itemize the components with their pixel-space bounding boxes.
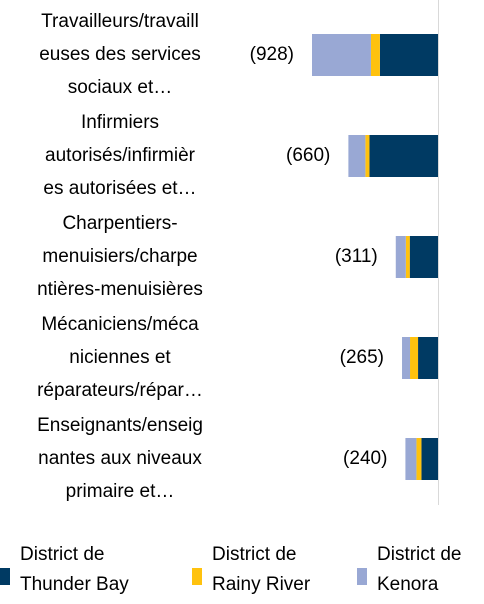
- category-label: niciennes et: [69, 347, 171, 368]
- bar-segment: [402, 337, 411, 379]
- category-label: menuisiers/charpe: [42, 246, 197, 267]
- bar-segment: [409, 236, 438, 278]
- bar-segment: [370, 34, 380, 76]
- bar-segment: [312, 34, 371, 76]
- category-label: primaire et…: [66, 481, 175, 502]
- category-label: réparateurs/répar…: [37, 380, 203, 401]
- category-label: Mécaniciens/méca: [41, 314, 199, 335]
- bar-segment: [369, 135, 438, 177]
- category-label: Charpentiers-: [62, 213, 177, 234]
- bar-segment: [421, 438, 438, 480]
- category-label: Infirmiers: [81, 112, 159, 133]
- bar-segment: [395, 236, 406, 278]
- total-label: (928): [250, 44, 294, 65]
- category-label: es autorisées et…: [43, 178, 196, 199]
- bar-segment: [416, 438, 422, 480]
- bar-segment: [379, 34, 438, 76]
- category-label: ntières-menuisières: [37, 279, 203, 300]
- category-label: autorisés/infirmièr: [45, 145, 196, 166]
- chart: Travailleurs/travaill euses des services s…: [37, 0, 439, 505]
- legend-label: District de Rainy River: [212, 544, 311, 595]
- bar-segment: [365, 135, 370, 177]
- total-label: (311): [335, 246, 378, 267]
- legend-swatch: [0, 568, 10, 585]
- category-label: Enseignants/enseig: [37, 415, 203, 436]
- bar-segment: [348, 135, 366, 177]
- bar-segment: [418, 337, 438, 379]
- legend-swatch: [192, 568, 202, 585]
- legend-label: District de Kenora: [377, 544, 462, 595]
- total-label: (660): [286, 145, 330, 166]
- category-label: nantes aux niveaux: [38, 448, 202, 469]
- legend-swatch: [357, 568, 367, 585]
- bar-segment: [405, 236, 410, 278]
- bar-segment: [405, 438, 417, 480]
- total-label: (240): [343, 448, 387, 469]
- total-label: (265): [340, 347, 384, 368]
- bar-segment: [410, 337, 419, 379]
- category-label: sociaux et…: [68, 77, 173, 98]
- category-label: Travailleurs/travaill: [41, 11, 199, 32]
- category-label: euses des services: [39, 44, 201, 65]
- legend-label: District de Thunder Bay: [20, 544, 129, 595]
